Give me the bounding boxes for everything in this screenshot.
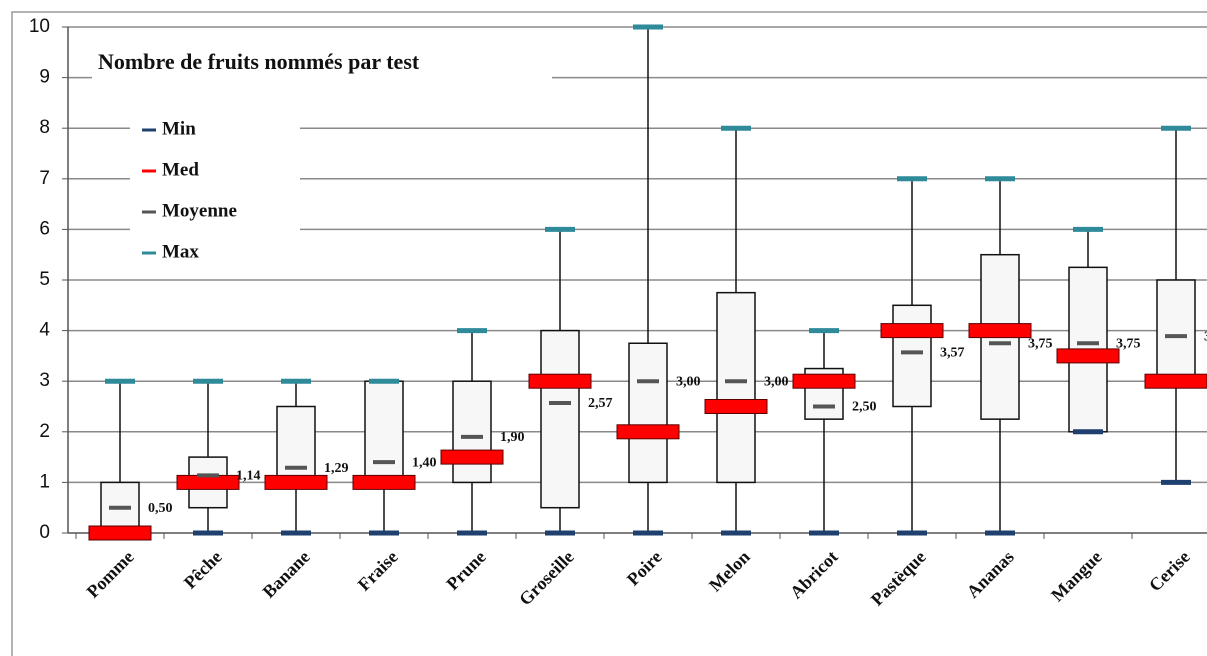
y-tick-label: 8 [39, 117, 50, 138]
median [792, 373, 856, 389]
y-tick-label: 1 [39, 471, 50, 492]
mean-label: 3,89 [1204, 329, 1207, 344]
y-tick-label: 9 [39, 67, 50, 88]
box [276, 405, 316, 484]
y-tick-label: 6 [39, 218, 50, 239]
mean-label: 3,00 [764, 374, 789, 389]
box [1156, 279, 1196, 382]
y-tick-label: 0 [39, 522, 50, 543]
median [968, 323, 1032, 339]
y-tick-label: 7 [39, 168, 50, 189]
mean-label: 1,29 [324, 461, 349, 476]
y-tick-label: 3 [39, 370, 50, 391]
mean-label: 1,40 [412, 455, 437, 470]
median [88, 525, 152, 541]
mean-label: 3,75 [1028, 336, 1053, 351]
median [1056, 348, 1120, 364]
median [440, 449, 504, 465]
median [704, 399, 768, 414]
mean-label: 2,57 [588, 396, 613, 411]
mean-label: 3,75 [1116, 336, 1141, 351]
box [892, 304, 932, 408]
legend-label: Max [162, 241, 199, 262]
mean-label: 2,50 [852, 400, 877, 415]
legend-label: Min [162, 118, 196, 139]
median [528, 373, 592, 389]
median [352, 474, 416, 490]
mean-label: 3,57 [940, 346, 965, 361]
median [1144, 373, 1207, 389]
median [176, 474, 240, 490]
box [540, 329, 580, 509]
mean-label: 3,00 [676, 374, 701, 389]
legend-label: Med [162, 159, 199, 180]
mean-label: 1,90 [500, 430, 525, 445]
chart-title: Nombre de fruits nommés par test [98, 49, 420, 74]
mean-label: 0,50 [148, 501, 173, 516]
legend-bg [130, 112, 300, 272]
box [452, 380, 492, 484]
box [716, 291, 756, 484]
legend-label: Moyenne [162, 200, 237, 221]
y-tick-label: 4 [39, 320, 50, 341]
box [628, 342, 668, 484]
box [364, 380, 404, 484]
median [616, 424, 680, 440]
y-tick-label: 2 [39, 421, 50, 442]
mean-label: 1,14 [236, 469, 261, 484]
y-tick-label: 5 [39, 269, 50, 290]
median [880, 323, 944, 339]
title-bg [92, 46, 552, 82]
median [264, 474, 328, 490]
y-tick-label: 10 [29, 16, 50, 37]
